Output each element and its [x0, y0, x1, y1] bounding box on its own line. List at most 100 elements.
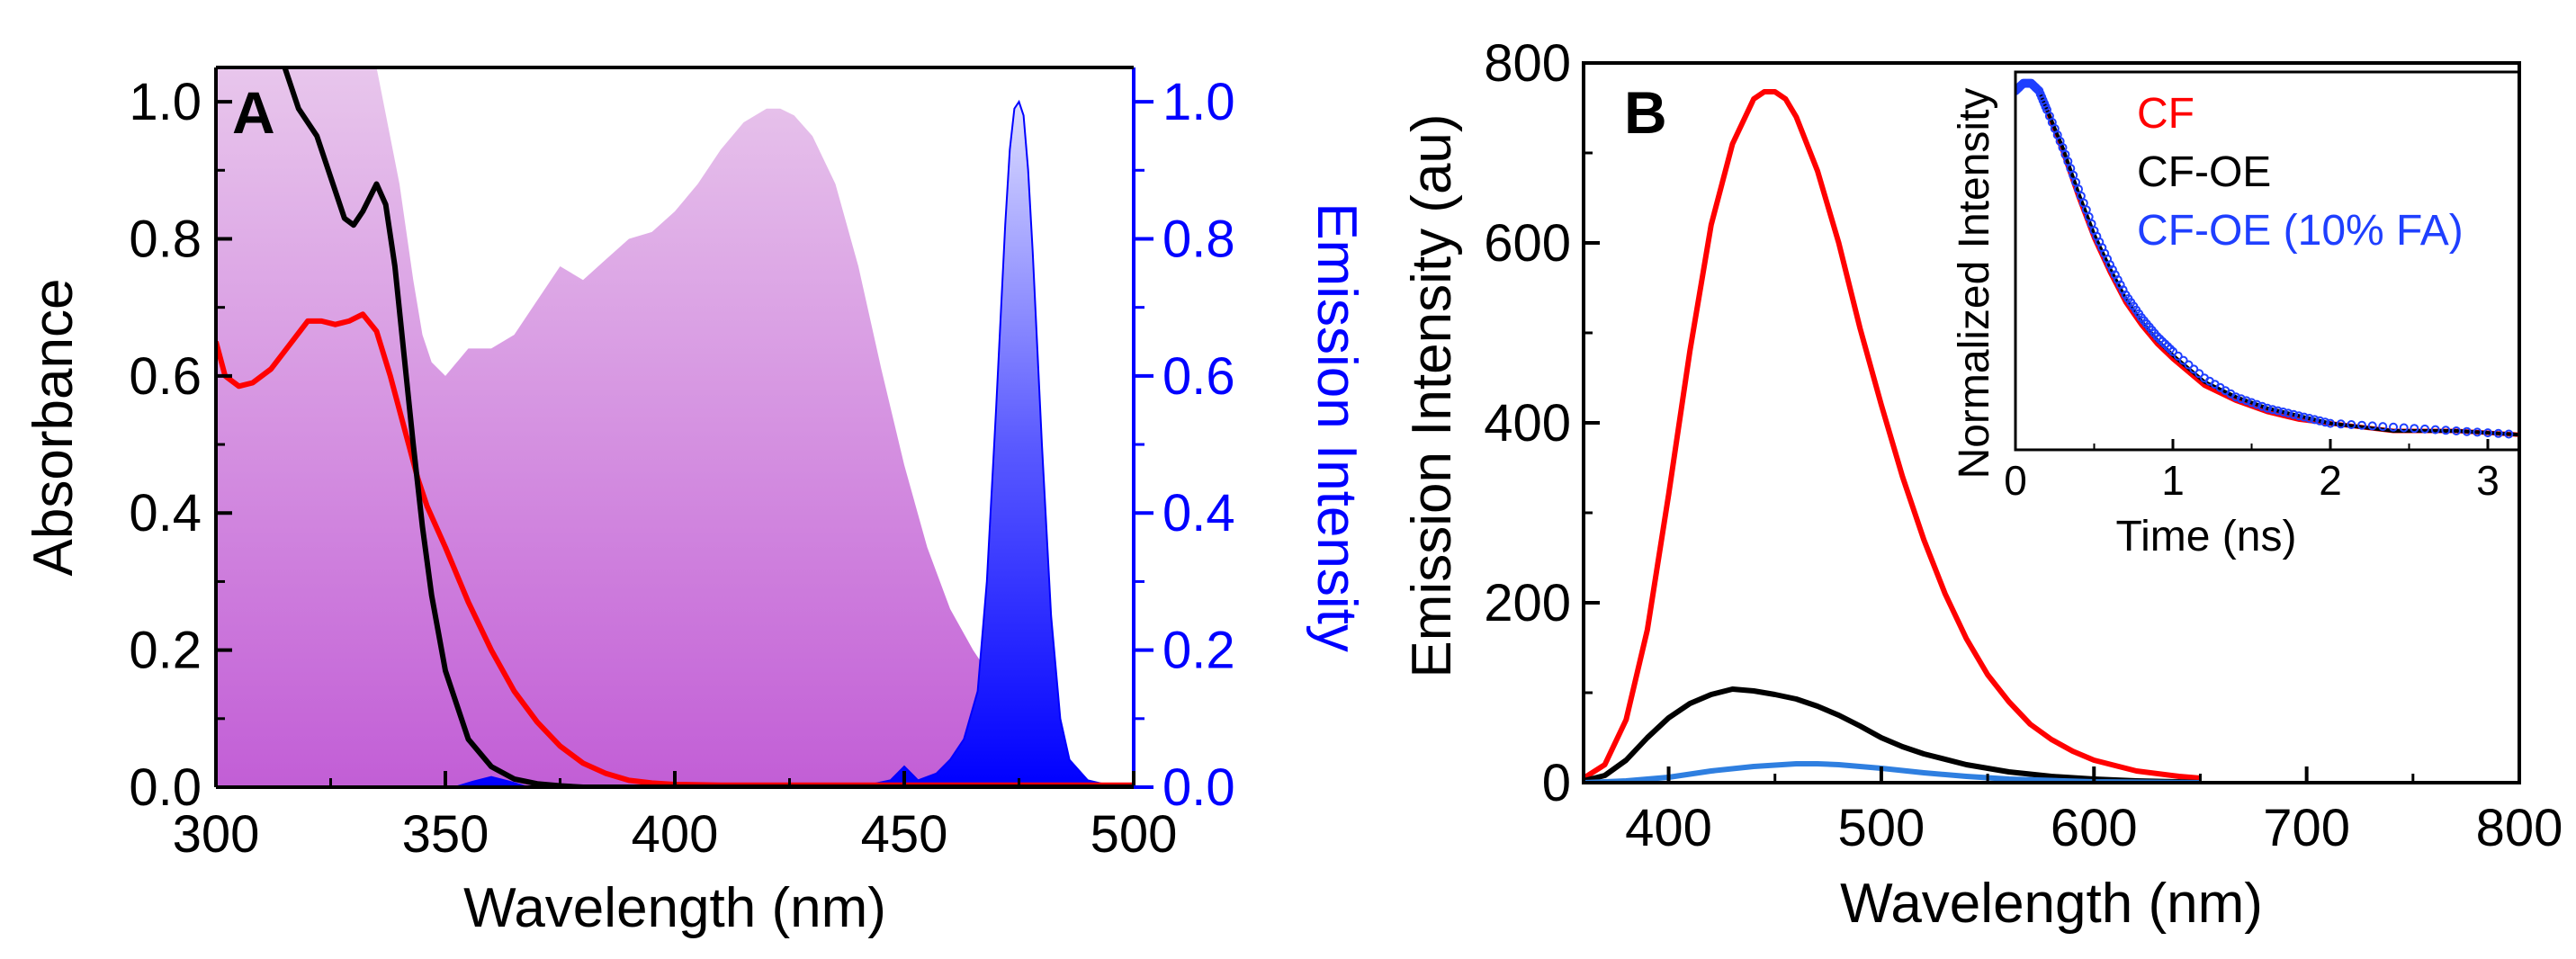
panel-a-y-tick-label: 0.2	[129, 622, 202, 680]
inset-cf-decay	[2015, 81, 2519, 437]
panel-a-x-tick-label: 450	[861, 805, 948, 864]
inset-marker	[2310, 415, 2320, 425]
panel-a-y-tick-label: 0.6	[129, 347, 202, 406]
inset-marker	[2284, 408, 2293, 418]
inset-marker	[2389, 422, 2398, 432]
panel-a-x-tick-label: 350	[402, 805, 489, 864]
inset-lines-layer	[2015, 78, 2519, 439]
panel-b-x-tick-label: 400	[1625, 799, 1712, 857]
inset-marker	[2504, 429, 2514, 439]
inset-marker	[2315, 416, 2325, 426]
inset-marker	[2299, 412, 2309, 422]
panel-b-y-tick-label: 800	[1484, 34, 1571, 93]
inset-marker	[2033, 85, 2042, 94]
panel-a-y2-tick-label: 0.6	[1162, 347, 1235, 406]
inset-marker	[2367, 421, 2377, 431]
inset-marker	[2263, 403, 2272, 413]
absorbance-shaded-area	[216, 67, 1134, 787]
panel-b-x-tick-label: 800	[2476, 799, 2563, 857]
panel-a-label: A	[232, 79, 275, 146]
panel-a-y-tick-label: 0.4	[129, 484, 202, 542]
panel-b-x-tick-label: 500	[1838, 799, 1925, 857]
inset-marker	[2278, 408, 2288, 417]
cf-oe-fa-emission-line	[1584, 761, 2201, 783]
inset-marker	[2231, 392, 2240, 402]
panel-b-x-axis-label: Wavelength (nm)	[1840, 873, 2263, 935]
panel-a-x-tick-label: 500	[1091, 805, 1178, 864]
inset-x-tick-label: 1	[2161, 457, 2185, 504]
inset-marker	[2294, 411, 2303, 421]
inset-marker	[2273, 406, 2283, 416]
inset-marker	[2347, 420, 2356, 429]
inset-marker	[2420, 424, 2429, 434]
panel-b-x-tick-label: 600	[2051, 799, 2138, 857]
panel-b-y-tick-label: 600	[1484, 214, 1571, 273]
inset-marker	[2320, 417, 2330, 427]
inset-marker	[2336, 419, 2346, 429]
inset-marker	[2257, 401, 2267, 411]
legend-entry-cf: CF	[2137, 90, 2195, 138]
inset-marker	[2378, 422, 2388, 432]
inset-marker	[2430, 425, 2440, 435]
panel-a: 300 350 400 450 5000.00.20.40.60.81.00.00.20…	[22, 66, 1368, 939]
inset-marker	[2326, 418, 2335, 428]
legend-entry-cf-oe-fa: CF-OE (10% FA)	[2137, 207, 2464, 255]
inset-marker	[2267, 405, 2277, 415]
inset-x-axis-label: Time (ns)	[2116, 513, 2297, 560]
inset-marker	[2184, 360, 2194, 370]
panel-a-x-axis-label: Wavelength (nm)	[463, 877, 886, 939]
inset-x-tick-label: 0	[2004, 457, 2027, 504]
inset-x-tick-label: 3	[2476, 457, 2500, 504]
panel-b-y-axis-label: Emission Intensity (au)	[1401, 113, 1463, 677]
inset-marker	[2493, 428, 2503, 438]
inset-legend: CF CF-OE CF-OE (10% FA)	[2137, 90, 2464, 255]
inset-marker	[2483, 428, 2492, 438]
absorbance-fill-layer	[216, 67, 1134, 787]
panel-a-axes: 300 350 400 450 5000.00.20.40.60.81.00.00.20…	[129, 66, 1235, 864]
inset-cf-oe-decay	[2015, 81, 2519, 437]
inset-marker	[2236, 394, 2246, 404]
black-absorbance-line	[282, 67, 1134, 787]
inset-marker	[2357, 420, 2366, 430]
inset-marker	[2473, 427, 2482, 437]
panel-a-x-tick-label: 300	[173, 805, 260, 864]
emission-area	[216, 99, 1134, 787]
inset-marker	[2399, 423, 2409, 433]
panel-a-y-tick-label: 1.0	[129, 73, 202, 131]
cf-oe-emission-line	[1584, 686, 2201, 783]
inset-marker	[2247, 398, 2257, 408]
panel-b-y-tick-label: 0	[1542, 754, 1571, 812]
inset-marker	[2462, 426, 2472, 436]
legend-entry-cf-oe: CF-OE	[2137, 148, 2271, 196]
panel-a-y2-tick-label: 0.2	[1162, 622, 1235, 680]
inset-frame	[2014, 70, 2521, 452]
inset-marker	[2252, 399, 2262, 409]
panel-a-y2-tick-label: 0.0	[1162, 758, 1235, 817]
red-absorbance-line	[216, 311, 1134, 787]
emission-layer	[216, 99, 1134, 787]
inset-marker	[2189, 364, 2199, 374]
panel-a-y2-tick-label: 1.0	[1162, 73, 1235, 131]
inset-marker	[2173, 351, 2183, 361]
inset-marker	[2195, 369, 2204, 379]
panel-a-y2-tick-label: 0.4	[1162, 484, 1235, 542]
panel-b-x-tick-label: 700	[2263, 799, 2350, 857]
panel-b-y-tick-label: 200	[1484, 574, 1571, 632]
panel-a-y-axis-label: Absorbance	[22, 279, 85, 577]
inset-marker	[2178, 355, 2188, 365]
inset-marker	[2289, 409, 2299, 419]
panel-a-y2-tick-label: 0.8	[1162, 210, 1235, 268]
absorbance-lines-layer	[216, 67, 1134, 787]
inset-marker	[2241, 396, 2251, 406]
panel-b-axes: 400 500 600 700 800 0 200 400 600 800	[1484, 34, 2563, 857]
panel-a-y-tick-label: 0.8	[129, 210, 202, 268]
inset-marker	[2410, 424, 2419, 434]
inset-axes: 0 1 2 3	[2004, 70, 2521, 504]
panel-a-y2-axis-label: Emission Intensity	[1306, 202, 1368, 652]
panel-b-y-tick-label: 400	[1484, 394, 1571, 453]
inset-x-tick-label: 2	[2319, 457, 2342, 504]
panel-a-x-tick-label: 400	[632, 805, 719, 864]
panel-b-label: B	[1624, 79, 1667, 146]
